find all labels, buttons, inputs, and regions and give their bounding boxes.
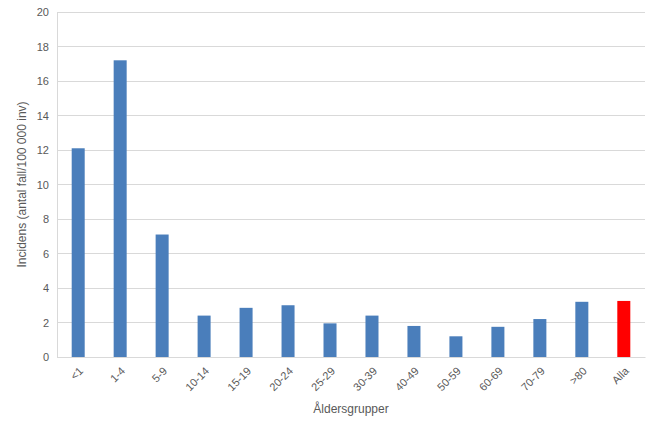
grid-line [57,81,645,82]
x-tick-label: Alla [609,364,631,386]
grid-line [57,150,645,151]
bar [114,60,127,357]
grid-line [57,219,645,220]
x-tick-label: 5-9 [150,365,170,385]
x-tick-label: 15-19 [225,365,253,393]
y-tick-label: 8 [43,213,49,225]
y-tick: 16 [37,75,57,87]
x-tick: 20-24 [267,357,295,393]
y-tick-label: 0 [43,351,49,363]
bar [156,235,169,357]
x-axis: <1 1-4 5-9 10-14 15-19 20-24 25-29 30-39 40-49 50… [58,357,646,393]
bar [617,301,630,357]
y-tick: 18 [37,41,57,53]
y-tick-label: 6 [43,248,49,260]
x-axis-title: Åldersgrupper [313,401,388,416]
y-axis-line [57,13,58,358]
x-tick-label: 40-49 [393,365,421,393]
x-tick-label: 25-29 [309,365,337,393]
x-axis-line [58,357,646,358]
bar [365,316,378,357]
y-tick-label: 16 [37,75,49,87]
y-axis-title: Incidens (antal fall/100 000 inv) [15,101,29,267]
x-tick: 50-59 [435,357,463,393]
y-tick-label: 12 [37,144,49,156]
grid-line [57,253,645,254]
x-tick-label: 60-69 [477,365,505,393]
bar [533,319,546,357]
x-tick: 25-29 [309,357,337,393]
grid-line [57,288,645,289]
x-tick: 70-79 [519,357,547,393]
x-tick: Alla [609,357,631,386]
y-tick: 0 [43,351,57,363]
x-tick-label: 70-79 [519,365,547,393]
grid-line [57,322,645,323]
grid-line [57,184,645,185]
x-tick: 5-9 [150,357,170,384]
bar [198,316,211,357]
x-tick: <1 [68,357,85,382]
y-tick: 20 [37,6,57,18]
y-tick: 4 [43,282,57,294]
x-tick: 15-19 [225,357,253,393]
bar [324,323,337,357]
x-tick: 10-14 [183,357,211,393]
x-tick-label: 30-39 [351,365,379,393]
y-tick: 2 [43,317,57,329]
bar [575,302,588,357]
y-tick: 8 [43,213,57,225]
y-tick-label: 20 [37,6,49,18]
grid [57,12,645,357]
bar [240,308,253,357]
x-tick-label: 20-24 [267,365,295,393]
x-tick-label: 10-14 [183,365,211,393]
bars [72,60,631,357]
y-tick-label: 18 [37,41,49,53]
x-tick: >80 [567,357,589,386]
x-tick-label: >80 [567,365,589,387]
x-tick: 30-39 [351,357,379,393]
y-tick-label: 10 [37,179,49,191]
x-tick-label: 50-59 [435,365,463,393]
grid-line [57,357,645,358]
x-tick-label: 1-4 [108,365,128,385]
grid-line [57,12,645,13]
grid-line [57,115,645,116]
x-tick: 1-4 [108,357,128,384]
y-tick-label: 14 [37,110,49,122]
y-tick-label: 2 [43,317,49,329]
bar [282,305,295,357]
bar [72,148,85,357]
y-tick: 12 [37,144,57,156]
y-tick: 14 [37,110,57,122]
x-tick: 40-49 [393,357,421,393]
y-tick: 6 [43,248,57,260]
bar [491,327,504,357]
chart: 0 2 4 6 8 10 12 14 16 18 20 <1 1-4 5-9 10-14 15-19 20-24… [0,0,662,425]
bar [407,326,420,357]
bar [449,336,462,357]
grid-line [57,46,645,47]
y-tick: 10 [37,179,57,191]
y-tick-label: 4 [43,282,49,294]
x-tick-label: <1 [68,365,85,382]
y-axis: 0 2 4 6 8 10 12 14 16 18 20 [37,6,58,363]
x-tick: 60-69 [477,357,505,393]
